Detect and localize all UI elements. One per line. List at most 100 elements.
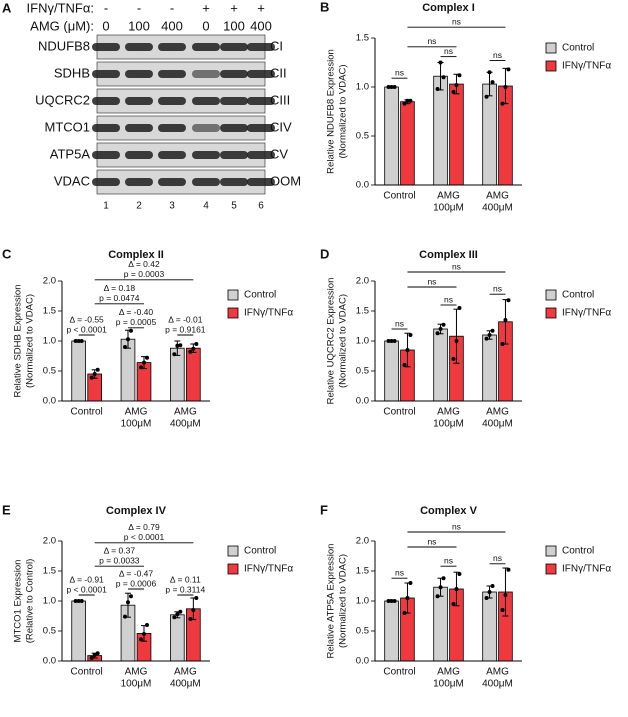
dose: 0 (102, 18, 109, 33)
data-point (194, 596, 199, 600)
dose: 100 (223, 18, 245, 33)
annotation: ns (452, 16, 461, 26)
y-tick-label: 0.0 (356, 656, 369, 667)
complex-label: CI (270, 38, 283, 53)
data-point (500, 101, 505, 106)
data-point (139, 365, 144, 370)
x-tick-label: 400μM (170, 679, 201, 690)
data-point (438, 60, 443, 65)
blot-band (125, 124, 153, 132)
y-tick-label: 0.5 (43, 626, 56, 637)
blot-band (192, 124, 220, 132)
annotation: Δ = -0.91 (70, 574, 105, 584)
x-tick-label: 400μM (170, 419, 201, 430)
x-tick-label: AMG (437, 191, 460, 202)
x-tick-label: 400μM (482, 203, 513, 214)
annotation: ns (452, 261, 461, 271)
annotation: ns (427, 36, 436, 46)
data-point (175, 343, 180, 348)
annotation: Δ = 0.42 (128, 259, 160, 269)
bar (186, 347, 201, 402)
bar (170, 614, 185, 662)
legend-swatch (545, 545, 557, 557)
data-point (451, 357, 456, 361)
x-tick-label: 100μM (433, 679, 464, 690)
data-point (389, 339, 394, 343)
protein-label: NDUFB8 (38, 38, 90, 53)
y-tick-label: 0.0 (43, 396, 56, 407)
bar (71, 600, 86, 662)
panel-label: B (320, 0, 329, 14)
annotation: ns (444, 46, 453, 56)
annotation: ns (444, 294, 453, 304)
legend-label: Control (562, 290, 594, 301)
dose: 0 (202, 18, 209, 33)
bar (384, 86, 399, 186)
lane-number: 3 (169, 201, 175, 212)
data-point (95, 367, 100, 372)
panel-label: C (2, 246, 12, 261)
data-point (503, 318, 508, 322)
data-point (500, 608, 505, 612)
bar (433, 75, 448, 186)
data-point (188, 617, 193, 621)
legend-label: Control (562, 43, 594, 54)
x-tick-label: Control (71, 407, 103, 418)
data-point (490, 328, 495, 333)
data-point (172, 352, 177, 357)
x-tick-label: AMG (437, 667, 460, 678)
complex-label: CIII (270, 92, 290, 107)
chart-title: Complex III (419, 249, 478, 261)
y-tick-label: 0.0 (43, 656, 56, 667)
y-axis-label: (Normalized to VDAC) (338, 65, 349, 159)
panel-label: D (320, 246, 329, 261)
y-tick-label: 2.0 (356, 536, 369, 547)
data-point (438, 327, 443, 331)
treatment-sign: - (170, 0, 174, 15)
x-tick-label: Control (383, 407, 415, 418)
blot-band (92, 97, 120, 105)
data-point (441, 75, 446, 80)
data-point (490, 584, 495, 588)
annotation: ns (427, 536, 436, 546)
data-point (76, 599, 81, 603)
annotation: Δ = -0.01 (168, 314, 203, 324)
x-tick-label: 100μM (121, 419, 152, 430)
legend-swatch (545, 289, 557, 301)
protein-label: UQCRC2 (35, 92, 90, 107)
y-tick-label: 1.5 (356, 566, 369, 577)
data-point (122, 345, 127, 349)
x-tick-label: Control (383, 191, 415, 202)
data-point (503, 85, 508, 89)
data-point (408, 333, 413, 337)
y-tick-label: 1.0 (356, 336, 369, 347)
data-point (89, 656, 94, 660)
blot-band (220, 43, 248, 51)
complex-label: OOM (270, 173, 301, 188)
y-tick-label: 2.0 (356, 276, 369, 287)
data-point (451, 89, 456, 94)
data-point (389, 599, 394, 603)
data-point (500, 342, 505, 346)
x-tick-label: 400μM (482, 679, 513, 690)
blot-band (125, 151, 153, 159)
data-point (194, 342, 199, 346)
data-point (188, 349, 193, 354)
data-point (438, 585, 443, 590)
panel-label: E (2, 502, 11, 517)
blot-band (220, 124, 248, 132)
annotation: p = 0.0005 (116, 317, 157, 327)
legend-label: Control (244, 546, 276, 557)
chart-title: Complex IV (106, 505, 167, 517)
data-point (457, 73, 462, 78)
data-point (503, 593, 508, 597)
complex-label: CV (270, 146, 288, 161)
panel-label: F (320, 502, 328, 517)
legend-label: Control (562, 546, 594, 557)
annotation: Δ = -0.55 (70, 314, 105, 324)
data-point (490, 80, 495, 85)
y-axis-label: (Normalized to VDAC) (338, 294, 349, 388)
y-axis-label: (Relative to Control) (25, 559, 36, 643)
data-point (191, 346, 196, 351)
data-point (457, 306, 462, 310)
